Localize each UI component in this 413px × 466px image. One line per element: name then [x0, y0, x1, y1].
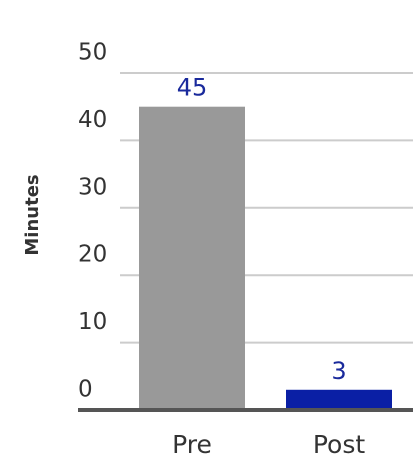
y-tick-label: 30: [78, 174, 107, 200]
y-axis-title: Minutes: [22, 174, 43, 255]
y-tick-label: 0: [78, 377, 93, 403]
y-tick-label: 40: [78, 107, 107, 133]
x-tick-label: Pre: [172, 430, 212, 459]
value-label: 3: [331, 357, 346, 385]
bar: [286, 389, 392, 410]
value-label: 45: [177, 74, 208, 102]
y-tick-label: 10: [78, 309, 107, 335]
bar: [139, 106, 245, 410]
y-tick-label: 50: [78, 40, 107, 66]
x-tick-label: Post: [313, 430, 366, 459]
y-tick-label: 20: [78, 242, 107, 268]
